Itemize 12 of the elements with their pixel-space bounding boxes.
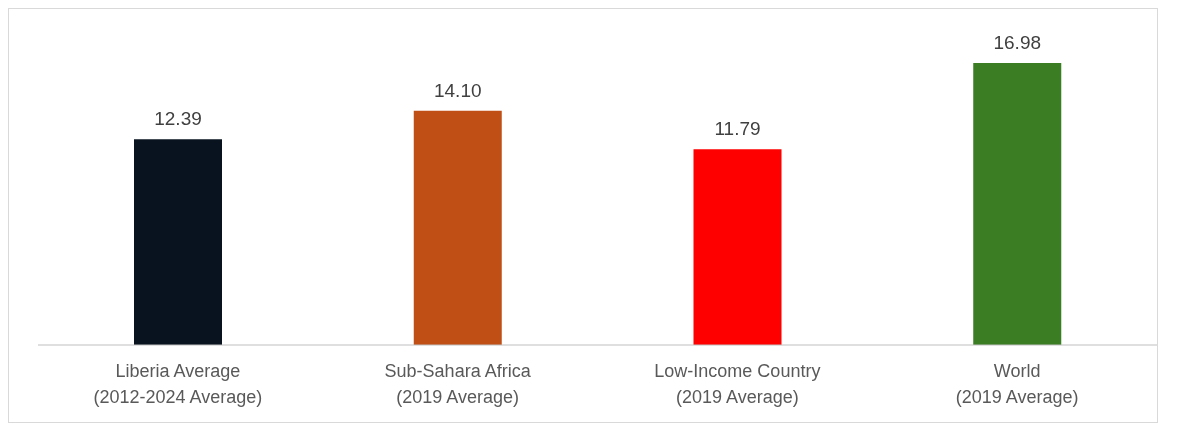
data-label: 11.79 — [714, 118, 761, 140]
x-tick-label: World (2019 Average) — [955, 361, 1079, 407]
x-tick-label: Liberia Average (2012-2024 Average) — [93, 361, 263, 407]
bar — [134, 139, 222, 345]
data-label: 12.39 — [154, 108, 202, 130]
x-tick-label: Sub-Sahara Africa (2019 Average) — [384, 361, 532, 407]
bar — [973, 63, 1062, 345]
data-label: 16.98 — [993, 32, 1042, 53]
x-tick-label: Low-Income Country (2019 Average) — [654, 361, 821, 407]
data-label: 14.10 — [433, 79, 482, 101]
bar — [413, 110, 502, 345]
bar — [693, 149, 782, 345]
